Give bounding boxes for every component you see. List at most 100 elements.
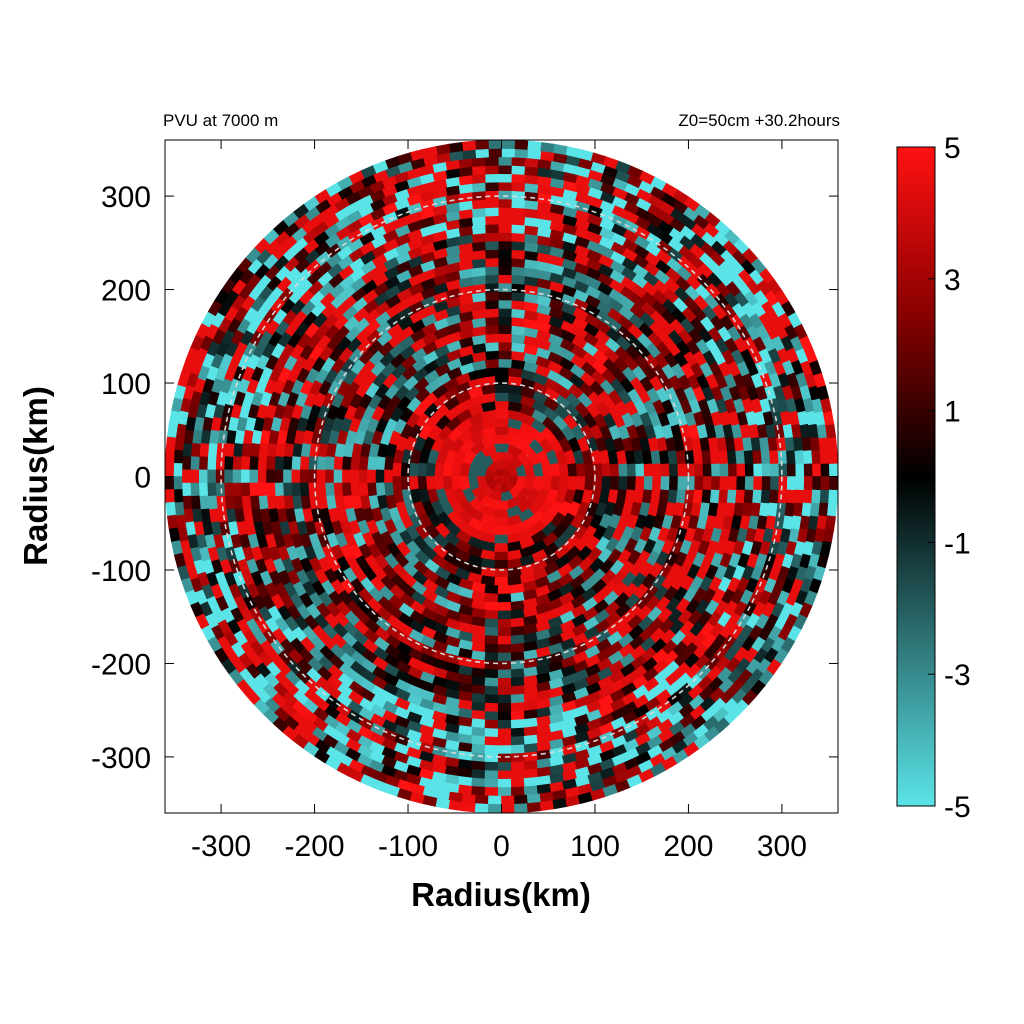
pv-cell <box>539 141 555 153</box>
pv-cell <box>668 462 679 477</box>
pv-cell <box>526 793 542 804</box>
pv-cell <box>510 634 526 645</box>
pv-cell <box>471 215 486 227</box>
pv-cell <box>497 669 512 679</box>
pv-cell <box>168 410 181 426</box>
pv-cell <box>497 719 512 730</box>
pv-cell <box>770 462 780 477</box>
pv-cell <box>232 469 242 484</box>
pv-cell <box>539 800 555 812</box>
pv-cell <box>510 744 526 755</box>
pv-cell <box>677 476 687 491</box>
pv-cell <box>494 409 509 419</box>
pv-cell <box>417 462 428 477</box>
pv-cell <box>240 469 250 484</box>
pv-cell <box>523 182 539 194</box>
pv-cell <box>643 476 654 491</box>
plot-area <box>165 140 838 813</box>
pv-cell <box>484 601 499 612</box>
pv-cell <box>417 476 428 491</box>
pv-cell <box>828 449 838 464</box>
pv-cell <box>558 476 570 491</box>
pv-cell <box>324 482 335 497</box>
pv-cell <box>257 469 267 484</box>
pv-cell <box>198 442 210 458</box>
y-tick-label: 200 <box>101 275 151 308</box>
pv-cell <box>333 469 343 484</box>
pv-cell <box>223 456 234 471</box>
pv-cell <box>484 635 499 646</box>
pv-cell <box>811 449 822 464</box>
pv-cell <box>802 449 813 464</box>
pv-cell <box>484 770 499 780</box>
pv-cell <box>694 462 704 477</box>
pv-cell <box>433 476 445 491</box>
pv-cell <box>408 476 419 491</box>
pv-cell <box>497 787 512 797</box>
pv-cell <box>484 609 499 620</box>
pv-cell <box>471 777 486 788</box>
pv-cell <box>324 469 334 484</box>
pv-cell <box>510 778 526 788</box>
pv-cell <box>471 199 486 210</box>
y-axis-label: Radius(km) <box>17 386 54 566</box>
pv-cell <box>819 489 830 504</box>
pv-cell <box>206 456 217 471</box>
pv-cell <box>232 482 242 497</box>
pv-cell <box>635 462 645 477</box>
pv-cell <box>165 462 175 477</box>
pv-cell <box>484 156 499 167</box>
pv-cell <box>166 514 178 530</box>
x-tick-label: 100 <box>570 830 620 863</box>
pv-cell <box>652 476 662 491</box>
pv-cell <box>484 685 499 696</box>
pv-cell <box>497 627 512 637</box>
chart-title-left: PVU at 7000 m <box>163 111 278 130</box>
pv-cell <box>786 449 796 464</box>
pv-cell <box>497 703 512 713</box>
pv-cell <box>241 495 252 511</box>
pv-cell <box>240 456 251 471</box>
pv-cell <box>510 198 526 209</box>
pv-cell <box>494 534 509 544</box>
pv-cell <box>811 489 822 504</box>
pv-cell <box>484 299 499 310</box>
pv-cell <box>510 291 526 302</box>
pv-cell <box>643 462 654 477</box>
pv-cell <box>668 476 679 491</box>
pv-cell <box>375 482 386 497</box>
pv-cell <box>471 735 486 746</box>
pv-cell <box>794 489 805 504</box>
pv-cell <box>484 778 499 789</box>
pv-cell <box>618 476 629 491</box>
pv-cell <box>435 797 451 810</box>
pv-cell <box>241 442 252 458</box>
pv-field <box>165 140 838 813</box>
pv-cell <box>391 462 402 477</box>
y-tick-label: -300 <box>91 742 151 775</box>
pv-cell <box>408 462 419 477</box>
pv-cell <box>484 358 499 369</box>
pv-cell <box>461 801 477 813</box>
pv-cell <box>752 489 763 504</box>
x-tick-label: 200 <box>663 830 713 863</box>
pv-cell <box>769 449 780 464</box>
pv-cell <box>786 489 796 504</box>
pv-cell <box>523 174 539 185</box>
pv-cell <box>523 785 539 796</box>
pv-cell <box>497 660 512 671</box>
pv-cell <box>435 143 451 156</box>
pv-cell <box>794 449 805 464</box>
pv-cell <box>526 801 542 813</box>
pv-cell <box>510 181 526 192</box>
pv-cell <box>497 240 512 250</box>
pv-cell <box>206 482 217 497</box>
y-tick-label: 300 <box>101 181 151 214</box>
pv-cell <box>803 476 814 491</box>
pv-cell <box>497 265 512 276</box>
pv-cell <box>523 759 539 771</box>
pv-cell <box>510 786 526 797</box>
pv-cell <box>471 182 486 193</box>
pv-cell <box>493 443 510 453</box>
pv-cell <box>316 482 327 497</box>
